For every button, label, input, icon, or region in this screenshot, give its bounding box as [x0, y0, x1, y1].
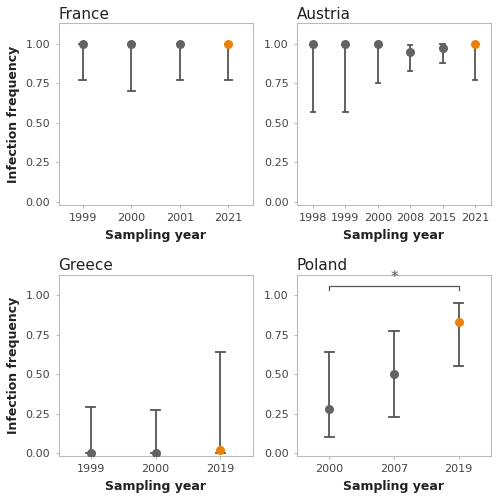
X-axis label: Sampling year: Sampling year — [344, 480, 445, 493]
Text: *: * — [390, 270, 398, 285]
X-axis label: Sampling year: Sampling year — [105, 228, 206, 241]
Text: Poland: Poland — [297, 258, 348, 274]
Y-axis label: Infection frequency: Infection frequency — [7, 296, 20, 434]
X-axis label: Sampling year: Sampling year — [344, 228, 445, 241]
Text: Greece: Greece — [59, 258, 114, 274]
Text: Austria: Austria — [297, 7, 351, 22]
X-axis label: Sampling year: Sampling year — [105, 480, 206, 493]
Y-axis label: Infection frequency: Infection frequency — [7, 46, 20, 182]
Text: France: France — [59, 7, 110, 22]
